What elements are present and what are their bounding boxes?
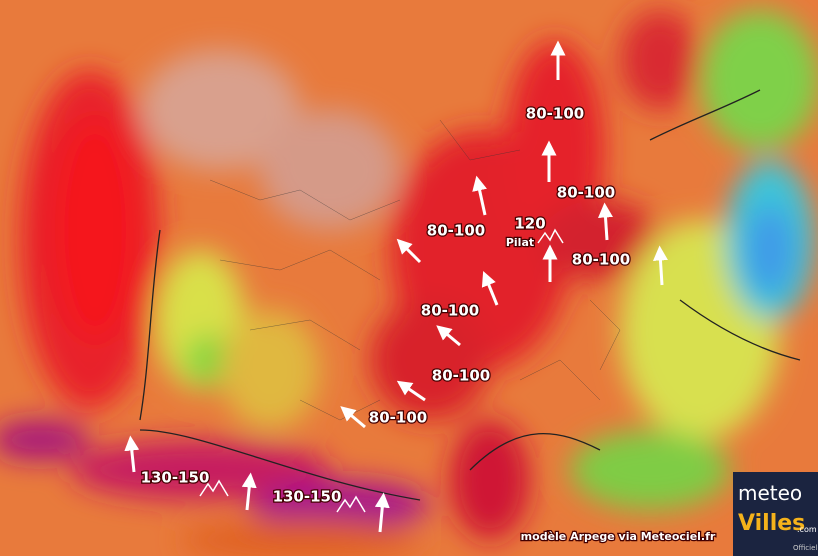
credit: modèle Arpege via Meteociel.fr — [521, 530, 716, 543]
wind-label: 80-100 — [572, 251, 630, 269]
peak-value: 120 — [514, 215, 545, 233]
logo: meteo Villes .com Officiel — [733, 472, 818, 556]
mountain-label: 130-150 — [273, 488, 342, 506]
wind-label: 80-100 — [557, 184, 615, 202]
mountain-icons — [199, 228, 564, 513]
labels: 80-100 80-100 80-100 80-100 80-100 80-10… — [139, 103, 717, 544]
wind-arrows — [124, 40, 668, 533]
wind-label: 80-100 — [369, 409, 427, 427]
wind-label: 80-100 — [421, 302, 479, 320]
mountain-label: 130-150 — [141, 469, 210, 487]
wind-label: 80-100 — [427, 222, 485, 240]
wind-label: 80-100 — [526, 105, 584, 123]
logo-suffix: .com — [797, 525, 817, 534]
peak-place: Pilat — [506, 236, 534, 249]
borders — [139, 89, 801, 501]
logo-first: meteo — [738, 481, 802, 505]
wind-label: 80-100 — [432, 367, 490, 385]
logo-tag: Officiel — [793, 544, 817, 552]
logo-second: Villes — [738, 511, 805, 536]
